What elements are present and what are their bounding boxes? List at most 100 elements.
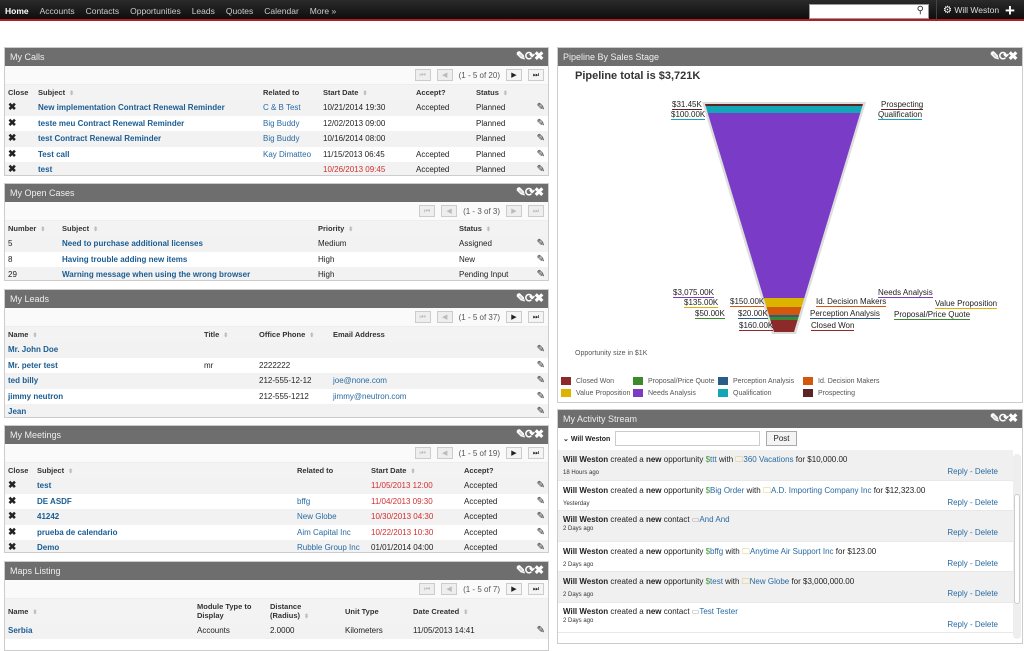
user-menu[interactable]: ⚙ Will Weston [943,5,999,16]
edit-pencil-icon[interactable]: ✎ [536,511,545,523]
close-icon[interactable]: ✖ [8,164,17,176]
cell-email[interactable]: joe@none.com [333,376,387,386]
close-icon[interactable]: ✖ [8,511,17,523]
close-icon[interactable]: ✖ [8,102,17,114]
cell-related[interactable]: Kay Dimatteo [263,149,312,159]
column-header[interactable]: Number ⬍ [5,221,59,236]
edit-pencil-icon[interactable]: ✎ [536,133,545,145]
edit-pencil-icon[interactable]: ✎ [536,253,545,265]
first-page-button[interactable]: ⏮ [419,205,436,217]
cell-related[interactable]: C & B Test [263,103,301,113]
next-page-button[interactable]: ▶ [506,583,522,595]
edit-pencil-icon[interactable]: ✎ [536,102,545,114]
close-icon[interactable]: ✖ [8,117,17,129]
cell-related[interactable]: Rubble Group Inc [297,543,360,553]
nav-item-quotes[interactable]: Quotes [225,6,254,16]
sort-icon[interactable]: ⬍ [32,609,38,616]
next-page-button[interactable]: ▶ [506,447,522,459]
cell-subject[interactable]: Warning message when using the wrong bro… [62,270,251,280]
prev-page-button[interactable]: ◀ [436,69,453,81]
sort-icon[interactable]: ⬍ [463,609,469,616]
nav-item-calendar[interactable]: Calendar [264,6,299,16]
last-page-button[interactable]: ⏭ [528,583,544,595]
cell-subject[interactable]: prueba de calendario [37,527,118,537]
last-page-button[interactable]: ⏭ [528,205,544,217]
cell-related[interactable]: Big Buddy [263,134,300,144]
nav-item-accounts[interactable]: Accounts [39,6,75,16]
dashlet-controls[interactable]: ✎⟳✖ [515,185,544,199]
prev-page-button[interactable]: ◀ [441,205,458,217]
next-page-button[interactable]: ▶ [506,69,522,81]
global-search-input[interactable]: ⚲ [809,4,929,19]
sort-icon[interactable]: ⬍ [410,469,416,475]
reply-link[interactable]: Reply [947,619,968,629]
cell-related[interactable]: bffg [297,496,311,506]
nav-item-contacts[interactable]: Contacts [85,6,120,16]
sort-icon[interactable]: ⬍ [362,91,368,97]
delete-link[interactable]: Delete [974,558,998,568]
edit-pencil-icon[interactable]: ✎ [536,375,545,387]
sort-icon[interactable]: ⬍ [40,227,46,233]
close-icon[interactable]: ✖ [8,495,17,507]
delete-link[interactable]: Delete [974,528,998,537]
column-header[interactable]: Subject ⬍ [59,221,315,236]
nav-item-home[interactable]: Home [5,6,29,16]
edit-pencil-icon[interactable]: ✎ [536,542,545,553]
post-input[interactable] [615,431,760,446]
close-icon[interactable]: ✖ [8,133,17,145]
prev-page-button[interactable]: ◀ [436,447,453,459]
scrollbar[interactable] [1013,454,1021,639]
dashlet-controls[interactable]: ✎⟳✖ [515,49,544,63]
last-page-button[interactable]: ⏭ [528,447,544,459]
close-icon[interactable]: ✖ [8,480,17,492]
edit-pencil-icon[interactable]: ✎ [536,625,545,637]
user-filter[interactable]: ⌄ Will Weston [563,436,611,443]
reply-link[interactable]: Reply [947,558,968,568]
sort-icon[interactable]: ⬍ [304,614,310,620]
column-header[interactable]: Date Created ⬍ [410,599,534,623]
activity-user[interactable]: Will Weston [563,485,609,495]
edit-pencil-icon[interactable]: ✎ [536,359,545,371]
cell-subject[interactable]: Demo [37,543,60,553]
last-page-button[interactable]: ⏭ [528,69,544,81]
next-page-button[interactable]: ▶ [506,311,522,323]
last-page-button[interactable]: ⏭ [528,311,544,323]
column-header[interactable]: Status ⬍ [456,221,534,236]
cell-related[interactable]: Big Buddy [263,118,300,128]
cell-subject[interactable]: test [37,481,52,491]
cell-subject[interactable]: Test call [38,149,70,159]
activity-account-link[interactable]: New Globe [749,577,790,586]
activity-target-link[interactable]: bffg [710,546,724,556]
sort-icon[interactable]: ⬍ [223,333,229,339]
sort-icon[interactable]: ⬍ [348,227,354,233]
close-icon[interactable]: ✖ [8,542,17,553]
cell-related[interactable]: Aim Capital Inc [297,527,351,537]
column-header[interactable]: Subject ⬍ [35,85,260,100]
activity-target-link[interactable]: Big Order [710,485,745,495]
activity-account-link[interactable]: 360 Vacations [743,455,794,464]
nav-item-opportunities[interactable]: Opportunities [130,6,181,16]
sort-icon[interactable]: ⬍ [502,91,508,97]
column-header[interactable]: Priority ⬍ [315,221,456,236]
activity-target-link[interactable]: And And [699,515,730,524]
prev-page-button[interactable]: ◀ [441,583,458,595]
activity-target-link[interactable]: Test Tester [699,606,738,616]
column-header[interactable]: Start Date ⬍ [320,85,413,100]
first-page-button[interactable]: ⏮ [414,311,431,323]
cell-name[interactable]: ted billy [8,376,39,386]
cell-name[interactable]: Jean [8,407,27,417]
cell-subject[interactable]: 41242 [37,512,60,522]
edit-pencil-icon[interactable]: ✎ [536,480,545,492]
cell-name[interactable]: Serbia [8,626,33,636]
cell-subject[interactable]: teste meu Contract Renewal Reminder [38,118,185,128]
column-header[interactable]: Title ⬍ [201,327,256,342]
column-header[interactable]: Status ⬍ [473,85,534,100]
cell-name[interactable]: Mr. John Doe [8,345,59,355]
dashlet-controls[interactable]: ✎⟳✖ [515,563,544,577]
edit-pencil-icon[interactable]: ✎ [536,495,545,507]
cell-subject[interactable]: Having trouble adding new items [62,254,188,264]
edit-pencil-icon[interactable]: ✎ [536,269,545,281]
sort-icon[interactable]: ⬍ [93,227,99,233]
delete-link[interactable]: Delete [974,467,998,476]
reply-link[interactable]: Reply [947,589,968,598]
